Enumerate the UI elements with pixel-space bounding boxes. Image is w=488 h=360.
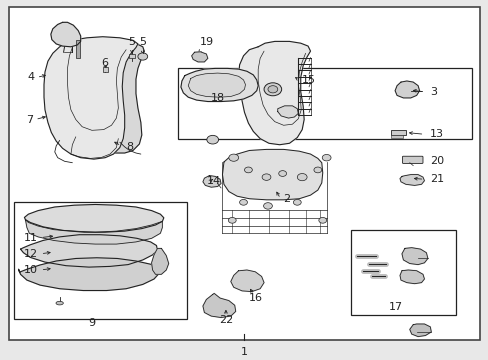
Text: 2: 2 (282, 194, 289, 204)
Bar (102, 67, 107, 72)
Text: 20: 20 (429, 156, 444, 166)
Polygon shape (203, 176, 221, 187)
Polygon shape (203, 293, 235, 318)
Bar (178, 68, 471, 139)
Polygon shape (277, 106, 298, 118)
Circle shape (278, 171, 286, 176)
Text: 21: 21 (429, 174, 444, 184)
Text: 3: 3 (429, 87, 436, 97)
Circle shape (138, 53, 147, 60)
FancyBboxPatch shape (402, 156, 422, 163)
Text: 22: 22 (218, 315, 233, 325)
Polygon shape (44, 37, 138, 159)
Polygon shape (399, 270, 424, 284)
Circle shape (239, 199, 247, 205)
Text: 11: 11 (23, 233, 38, 243)
Polygon shape (191, 52, 207, 62)
Text: 7: 7 (26, 114, 33, 125)
Text: 5: 5 (139, 37, 146, 47)
Text: 5: 5 (128, 37, 135, 47)
Polygon shape (181, 68, 258, 102)
Circle shape (228, 217, 236, 223)
Polygon shape (20, 235, 157, 267)
Polygon shape (188, 73, 245, 97)
Bar (350, 230, 455, 315)
Bar (390, 130, 405, 135)
Text: 1: 1 (241, 347, 247, 357)
Polygon shape (51, 22, 81, 47)
Circle shape (297, 174, 306, 181)
Circle shape (264, 83, 281, 96)
Polygon shape (24, 204, 163, 232)
Polygon shape (394, 81, 419, 98)
Text: 13: 13 (429, 129, 444, 139)
Polygon shape (401, 248, 427, 265)
Text: 14: 14 (206, 176, 220, 186)
Text: 19: 19 (199, 37, 213, 47)
Bar (14, 202, 187, 319)
Text: 16: 16 (249, 293, 263, 303)
Circle shape (263, 203, 272, 209)
Text: 15: 15 (302, 75, 316, 85)
Polygon shape (399, 175, 424, 185)
Text: 10: 10 (23, 265, 38, 275)
Text: 8: 8 (126, 142, 133, 152)
Polygon shape (238, 41, 310, 145)
Text: 9: 9 (88, 318, 95, 328)
Polygon shape (222, 149, 322, 200)
Bar (76, 40, 80, 58)
Circle shape (267, 86, 277, 93)
Text: 17: 17 (388, 302, 402, 312)
Ellipse shape (56, 301, 63, 305)
Circle shape (262, 174, 270, 180)
Bar (128, 54, 135, 58)
Polygon shape (230, 270, 264, 292)
Text: 18: 18 (211, 93, 225, 103)
Text: 12: 12 (23, 249, 38, 259)
Polygon shape (82, 42, 144, 153)
Polygon shape (19, 258, 159, 291)
Circle shape (293, 199, 301, 205)
Polygon shape (25, 220, 162, 244)
Text: 6: 6 (101, 58, 108, 68)
Circle shape (322, 154, 330, 161)
Polygon shape (151, 248, 168, 274)
Circle shape (244, 167, 252, 173)
Circle shape (318, 217, 326, 223)
Circle shape (228, 154, 238, 161)
Bar (390, 135, 403, 138)
Circle shape (313, 167, 321, 173)
Circle shape (206, 135, 218, 144)
Text: 4: 4 (27, 72, 34, 82)
Polygon shape (409, 324, 430, 337)
